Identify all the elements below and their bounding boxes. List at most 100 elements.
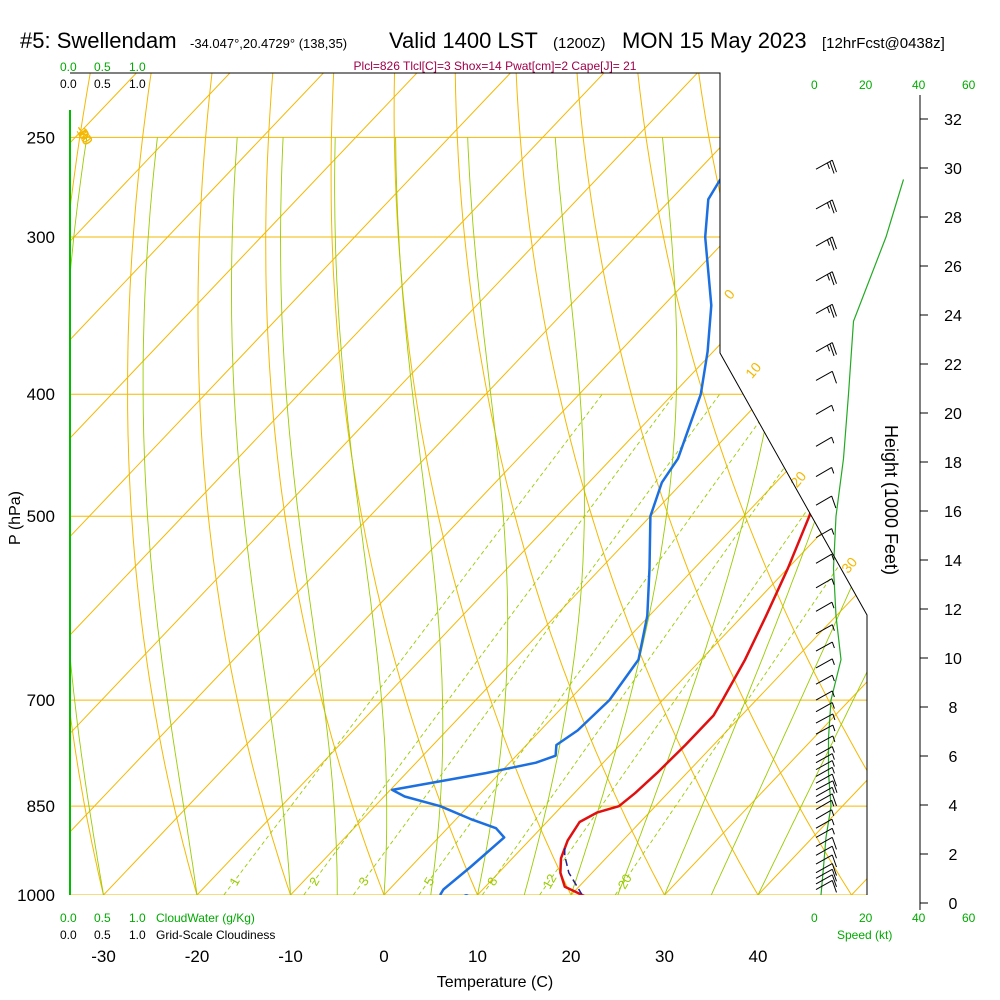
wind-barb-feather bbox=[829, 238, 835, 251]
wind-barb-feather bbox=[831, 371, 837, 384]
mixing-ratio-line bbox=[223, 393, 603, 895]
wind-barb-feather bbox=[831, 495, 837, 509]
height-tick-label: 26 bbox=[944, 259, 962, 276]
isotherm-line bbox=[70, 73, 285, 895]
mixing-ratio-line bbox=[352, 393, 721, 895]
height-tick-label: 14 bbox=[944, 553, 962, 570]
height-tick-label: 4 bbox=[949, 798, 958, 815]
speed-top-ticks: 0 20 40 60 bbox=[811, 78, 976, 92]
wind-barb-staff bbox=[815, 528, 832, 539]
height-tick-label: 30 bbox=[944, 161, 962, 178]
wind-barb bbox=[815, 674, 835, 685]
dry-adiabat-line bbox=[0, 15, 42, 921]
wind-barb-staff bbox=[815, 868, 833, 879]
wind-barb bbox=[815, 467, 835, 477]
wind-barb bbox=[815, 436, 835, 447]
background-lines bbox=[0, 15, 867, 921]
temperature-tick-label: 0 bbox=[379, 947, 388, 966]
wind-barb-staff bbox=[815, 467, 832, 477]
isotherm-line bbox=[70, 73, 472, 895]
isotherm-line bbox=[70, 73, 379, 895]
wind-barb bbox=[815, 753, 835, 764]
dewpoint-profile-line bbox=[390, 158, 734, 895]
dry-adiabat-label: 0 bbox=[721, 286, 738, 302]
isotherm-line bbox=[70, 73, 566, 895]
wind-barb-feather bbox=[831, 236, 837, 250]
wind-barb-feather bbox=[831, 159, 837, 173]
wind-barb-staff bbox=[815, 786, 833, 797]
temperature-tick-label: 10 bbox=[468, 947, 487, 966]
wind-barb bbox=[815, 746, 835, 757]
height-tick-label: 6 bbox=[949, 749, 958, 766]
wind-barb-staff bbox=[815, 773, 833, 784]
height-tick-label: 10 bbox=[944, 651, 962, 668]
forecast-info: [12hrFcst@0438z] bbox=[822, 35, 945, 52]
wind-barb bbox=[815, 601, 835, 612]
mixing-ratio-label: 1 bbox=[226, 875, 243, 889]
wind-barb-feather bbox=[831, 767, 835, 774]
height-tick-label: 2 bbox=[949, 847, 958, 864]
moist-adiabat-line bbox=[334, 137, 388, 895]
plot-frame bbox=[70, 72, 868, 895]
wind-barb-feather bbox=[831, 800, 835, 807]
dry-adiabat-line bbox=[513, 73, 775, 895]
height-tick-label: 20 bbox=[944, 406, 962, 423]
wind-barb bbox=[815, 786, 835, 797]
wind-barb-feather bbox=[829, 201, 835, 214]
moist-adiabat-line bbox=[523, 137, 585, 895]
wind-barb bbox=[815, 199, 837, 214]
wind-barb-feather bbox=[831, 304, 837, 317]
wind-barb bbox=[815, 370, 837, 384]
wind-barb-feather bbox=[831, 854, 837, 868]
wind-barb-staff bbox=[815, 641, 833, 652]
wind-barb-feather bbox=[831, 342, 837, 355]
wind-barb-feather bbox=[826, 202, 830, 209]
surface-dewpoint-marker bbox=[462, 894, 471, 895]
cloudwater-label: CloudWater (g/Kg) bbox=[156, 911, 255, 925]
wind-barb-feather bbox=[831, 702, 835, 709]
wind-barb-feather bbox=[831, 405, 835, 412]
dry-adiabat-line bbox=[70, 73, 111, 895]
wind-barb bbox=[815, 495, 837, 509]
wind-barb-feather bbox=[829, 272, 835, 286]
mixing-ratio-label: 20 bbox=[615, 871, 635, 891]
wind-barb bbox=[815, 624, 835, 635]
cloudiness-tick: 0.0 bbox=[60, 928, 77, 942]
wind-barb-feather bbox=[831, 674, 835, 682]
dry-adiabat-line bbox=[631, 73, 867, 895]
mixing-ratio-line bbox=[481, 393, 837, 895]
wind-barb-feather bbox=[831, 528, 835, 535]
wind-barb-feather bbox=[831, 846, 837, 859]
wind-barb-feather bbox=[826, 306, 830, 314]
x-axis-title: Temperature (C) bbox=[437, 974, 553, 991]
dry-adiabat-label: 10 bbox=[74, 124, 96, 146]
height-tick-label: 12 bbox=[944, 602, 962, 619]
surface-temperature-marker bbox=[578, 894, 587, 895]
wind-barb-staff bbox=[815, 702, 833, 713]
wind-barb-feather bbox=[831, 746, 835, 753]
wind-barb-staff bbox=[815, 436, 832, 447]
moist-adiabat-line bbox=[664, 137, 867, 895]
wind-barb-feather bbox=[831, 869, 837, 882]
height-axis-title: Height (1000 Feet) bbox=[881, 425, 901, 575]
pressure-tick-label: 700 bbox=[27, 691, 55, 710]
dry-adiabat-line bbox=[809, 73, 867, 895]
cloudwater-tick: 0.5 bbox=[94, 911, 111, 925]
height-tick-label: 28 bbox=[944, 210, 962, 227]
wind-barb bbox=[815, 879, 837, 893]
wind-barb bbox=[815, 854, 837, 868]
wind-barb-feather bbox=[831, 578, 835, 585]
cloudwater-tick: 1.0 bbox=[129, 60, 146, 74]
wind-barb-feather bbox=[826, 239, 830, 246]
wind-barb-staff bbox=[815, 553, 832, 564]
wind-barb-staff bbox=[815, 724, 834, 735]
wind-barb-feather bbox=[831, 874, 837, 888]
wind-barb-staff bbox=[815, 879, 833, 890]
speed-tick: 60 bbox=[962, 78, 976, 92]
isotherm-line bbox=[196, 73, 867, 895]
wind-barb-feather bbox=[829, 161, 835, 174]
wind-barb-staff bbox=[815, 735, 834, 746]
mixing-ratio-line bbox=[418, 393, 780, 895]
isotherm-line bbox=[664, 73, 867, 895]
mixing-ratio-line bbox=[614, 393, 867, 895]
